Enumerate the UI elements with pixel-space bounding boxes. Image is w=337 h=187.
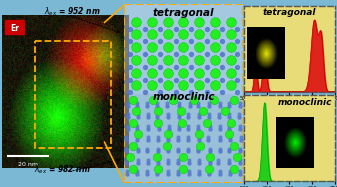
Bar [124, 4, 243, 94]
Text: tetragonal: tetragonal [263, 8, 316, 17]
Text: $\lambda_{ex}$ = 952 nm: $\lambda_{ex}$ = 952 nm [44, 6, 100, 18]
Bar [5, 20, 24, 34]
Text: $\lambda_{ex}$ = 982 nm: $\lambda_{ex}$ = 982 nm [34, 163, 90, 176]
Text: monoclinic: monoclinic [152, 92, 215, 102]
Text: Er: Er [10, 24, 19, 33]
Text: tetragonal: tetragonal [153, 8, 214, 18]
Text: 20 nm: 20 nm [18, 162, 38, 167]
Bar [124, 94, 243, 183]
Text: monoclinic: monoclinic [277, 98, 332, 107]
X-axis label: Wavelength (nm): Wavelength (nm) [263, 102, 316, 107]
